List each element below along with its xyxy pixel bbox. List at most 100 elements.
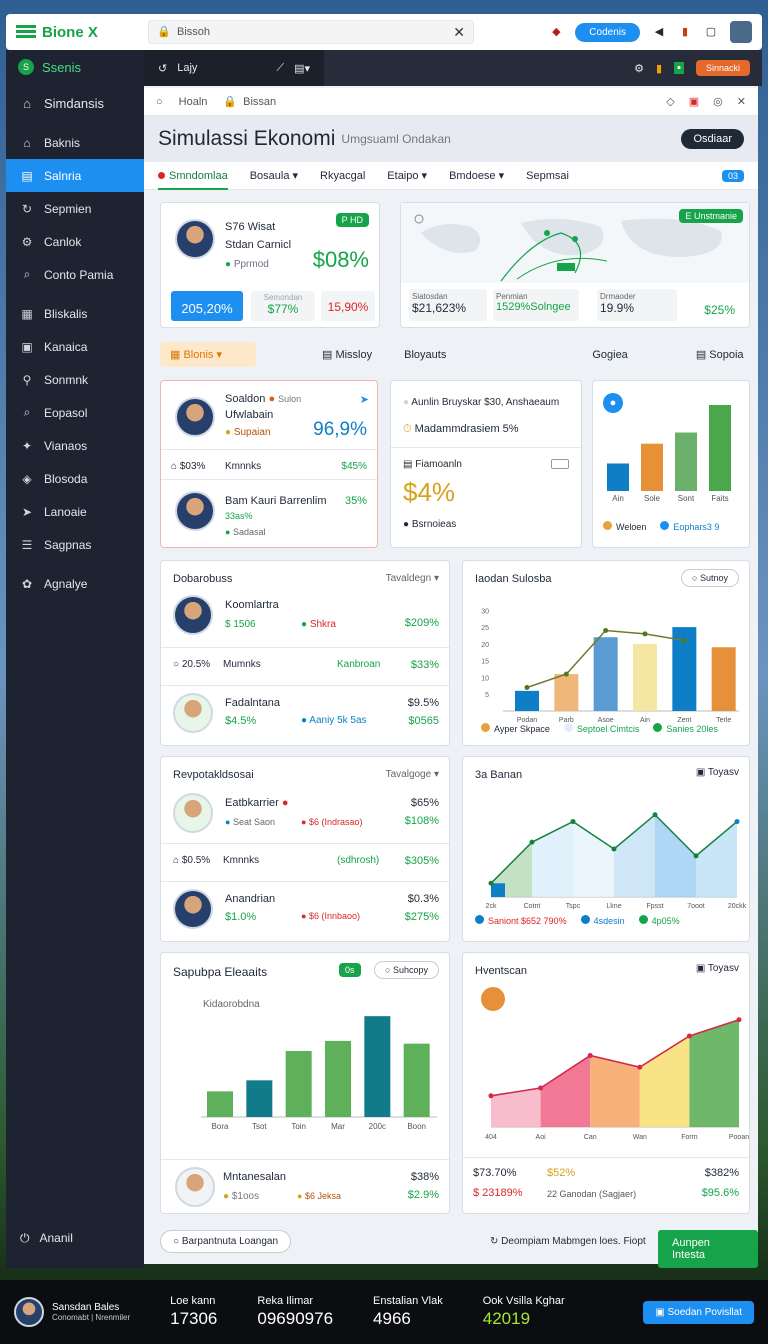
gear-icon: ⚙ — [21, 234, 33, 249]
tab-2[interactable]: Rkyacgal — [320, 169, 366, 182]
grid-icon[interactable]: ▤▾ — [294, 62, 310, 75]
page-icon[interactable]: ▢ — [705, 26, 717, 38]
home-link[interactable]: Hoaln — [178, 95, 208, 108]
avatar[interactable] — [730, 21, 752, 43]
primary-action-button[interactable]: Aunpen Intesta — [658, 1230, 758, 1268]
extension-icon[interactable]: ◆ — [552, 26, 561, 38]
bottom-action-button[interactable]: ▣ Soedan Povisllat — [643, 1300, 754, 1324]
area-segment — [491, 1088, 541, 1127]
sidebar-item-10[interactable]: ✦ Vianaos — [6, 429, 144, 462]
chart-icon[interactable]: ⟋ — [276, 61, 285, 74]
sidebar-header-label: Ssenis — [42, 59, 82, 75]
info-icon[interactable]: ● — [603, 393, 623, 413]
filter-link-0[interactable]: ▤ Missloy — [322, 349, 373, 361]
list-item-d: $108% — [404, 815, 439, 827]
address-bar[interactable]: 🔒 Bissoh ✕ — [148, 20, 474, 44]
codenis-button[interactable]: Codenis — [575, 22, 640, 42]
share-icon[interactable]: ◀ — [654, 26, 664, 38]
x-tick-label: Aoi — [536, 1134, 547, 1141]
tab-4[interactable]: Bmdoese ▾ — [449, 170, 505, 182]
sidebar: S Ssenis ⌂ Simdansis ⌂ Baknis ▤ Salnria ↻ Sep… — [6, 50, 144, 1268]
sidebar-item-7[interactable]: ▣ Kanaica — [6, 330, 144, 363]
tab-3[interactable]: Etaipo ▾ — [387, 170, 428, 182]
bar — [285, 1051, 312, 1117]
legend-item: Septoel Cimtcis — [563, 723, 639, 734]
x-tick-label: 404 — [485, 1134, 497, 1141]
chart-button[interactable]: ○ Suhcopy — [374, 961, 439, 979]
sidebar-footer[interactable]: ⏻ Ananil — [20, 1231, 73, 1246]
bar — [403, 1043, 430, 1117]
chart-button[interactable]: ▣ Toyasv — [695, 963, 739, 974]
sidebar-footer-label: Ananil — [39, 1231, 73, 1245]
sidebar-header[interactable]: S Ssenis — [6, 50, 144, 84]
app-logo[interactable]: Bione X — [16, 24, 148, 41]
chart-button[interactable]: ▣ Toyasv — [695, 767, 739, 778]
list-dropdown[interactable]: Tavalgoge ▾ — [385, 769, 439, 780]
stat-primary[interactable]: 205,20% — [171, 291, 243, 321]
bottom-stat-1: Reka Ilimar 09690976 — [257, 1295, 334, 1328]
bar — [675, 432, 697, 491]
footer-c: $38% — [410, 1171, 439, 1183]
legend-item: Saniont $652 790% — [475, 915, 567, 926]
tabs-badge: 03 — [721, 169, 744, 182]
sheet-icon[interactable]: ▪ — [674, 62, 684, 74]
filter-link-2[interactable]: Gogiea — [592, 348, 628, 361]
close-icon[interactable]: ✕ — [736, 96, 746, 108]
summary-line-3: ▤ Fiamoanln — [403, 459, 462, 470]
bookmark-icon[interactable]: ▮ — [656, 62, 663, 75]
search-text[interactable]: Bissan — [243, 95, 277, 108]
sidebar-item-8[interactable]: ⚲ Sonmnk — [6, 363, 144, 396]
settings-icon[interactable]: ◎ — [713, 96, 723, 108]
sidebar-item-1[interactable]: ⌂ Baknis — [6, 126, 144, 159]
bar — [364, 1016, 391, 1117]
tab-5[interactable]: Sepmsai — [526, 169, 569, 182]
sidebar-item-2[interactable]: ▤ Salnria — [6, 159, 144, 192]
tab-0[interactable]: Smndomlaa — [158, 170, 228, 190]
bar — [709, 405, 731, 491]
y-tick-label: 25 — [481, 625, 489, 632]
chart-button[interactable]: ○ Sutnoy — [681, 569, 739, 587]
action-button[interactable]: Sinnacki — [695, 60, 750, 76]
legend-item: 4sdesin — [580, 915, 625, 926]
sidebar-item-14[interactable]: ✿ Agnalye — [6, 567, 144, 600]
sidebar-item-13[interactable]: ☰ Sagpnas — [6, 528, 144, 561]
area-segment — [689, 1019, 739, 1127]
toggle-chip[interactable] — [551, 459, 569, 469]
line-point — [538, 1085, 544, 1091]
list-row-icon: ○ 20.5% — [173, 659, 211, 670]
save-icon[interactable]: ▣ — [688, 96, 700, 108]
close-icon[interactable]: ✕ — [453, 23, 465, 40]
sidebar-item-11[interactable]: ◈ Blosoda — [6, 462, 144, 495]
gear-icon[interactable]: ⚙ — [634, 62, 644, 75]
sidebar-item-6[interactable]: ▦ Bliskalis — [6, 297, 144, 330]
filter-link-1[interactable]: Bloyauts — [404, 348, 447, 361]
x-tick-label: Faits — [711, 494, 728, 503]
x-tick-label: Ain — [640, 717, 650, 724]
footer-link[interactable]: ○ Barpantnuta Loangan — [160, 1230, 292, 1253]
filter-dropdown[interactable]: ▦ Blonis ▾ — [160, 342, 256, 367]
tab-1[interactable]: Bosaula ▾ — [249, 170, 299, 182]
stat-0: $73.70% — [473, 1167, 517, 1179]
list-item-a: $4.5% — [225, 715, 257, 727]
bookmark-icon[interactable]: ▮ — [681, 26, 689, 38]
bar — [515, 690, 539, 711]
header-button[interactable]: Osdiaar — [681, 129, 744, 149]
sidebar-item-5[interactable]: ⌕ Conto Pamia — [6, 258, 144, 291]
sidebar-item-4[interactable]: ⚙ Canlok — [6, 225, 144, 258]
arrow-icon[interactable]: ➤ — [359, 394, 369, 406]
home-icon[interactable]: ○ — [156, 95, 163, 108]
tab-active[interactable]: ↺ Lajy ⟋ ▤▾ — [144, 50, 324, 86]
chart-pill[interactable]: 0s — [339, 963, 361, 977]
shield-icon[interactable]: ◇ — [666, 96, 675, 108]
sidebar-item-12[interactable]: ➤ Lanoaie — [6, 495, 144, 528]
chart-title: Sapubpa Eleaaits — [173, 965, 268, 979]
sidebar-item-9[interactable]: ⌕ Eopasol — [6, 396, 144, 429]
avatar[interactable] — [14, 1297, 44, 1327]
list-dropdown[interactable]: Tavaldegn ▾ — [385, 573, 439, 584]
list-item-a: ● Seat Saon — [225, 817, 275, 827]
list-item-d: $0565 — [408, 715, 439, 727]
sidebar-item-3[interactable]: ↻ Sepmien — [6, 192, 144, 225]
sidebar-item-0[interactable]: ⌂ Simdansis — [6, 84, 144, 122]
person-row-value: $45% — [341, 461, 367, 472]
filter-link-3[interactable]: ▤ Sopoia — [695, 349, 744, 361]
